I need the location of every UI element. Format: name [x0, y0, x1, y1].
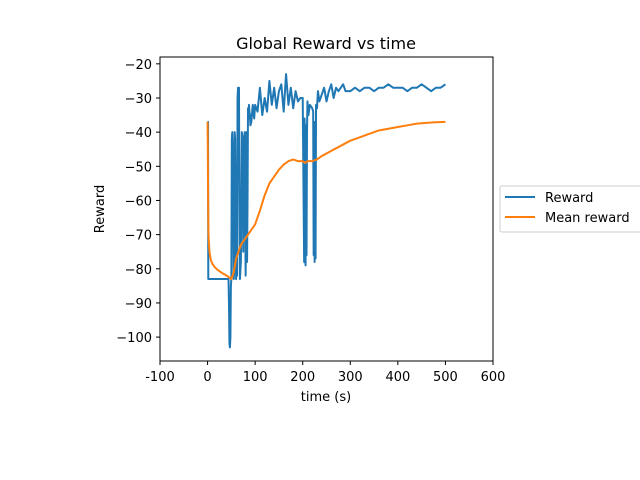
y-axis-label: Reward	[93, 185, 108, 233]
series-line-reward	[207, 73, 447, 349]
plot-frame	[159, 56, 494, 362]
x-tick-label: -100	[145, 370, 175, 385]
series-line-mean-reward	[206, 120, 446, 281]
legend: Reward Mean reward	[499, 185, 640, 233]
chart-title: Global Reward vs time	[236, 34, 416, 53]
y-tick-label: −70	[125, 229, 152, 244]
x-tick-label: 600	[481, 370, 506, 385]
y-tick-label: −30	[125, 92, 152, 107]
y-tick-label: −20	[125, 58, 152, 73]
y-axis: −100 −90 −80 −70 −60 −50 −40 −30 −20	[116, 58, 160, 346]
legend-label-reward: Reward	[545, 191, 593, 206]
series-layer	[206, 73, 447, 349]
x-axis: -100 0 100 200 300 400 500 600	[145, 361, 505, 385]
y-tick-label: −50	[125, 160, 152, 175]
x-axis-label: time (s)	[301, 390, 351, 405]
x-tick-label: 300	[338, 370, 363, 385]
y-tick-label: −60	[125, 194, 152, 209]
x-tick-label: 500	[433, 370, 458, 385]
y-tick-label: −90	[125, 297, 152, 312]
x-tick-label: 200	[290, 370, 315, 385]
x-tick-label: 400	[385, 370, 410, 385]
x-tick-label: 0	[203, 370, 211, 385]
x-tick-label: 100	[243, 370, 268, 385]
y-tick-label: −100	[116, 331, 152, 346]
y-tick-label: −80	[125, 263, 152, 278]
legend-box	[499, 185, 640, 233]
y-tick-label: −40	[125, 126, 152, 141]
legend-label-mean-reward: Mean reward	[545, 211, 630, 226]
